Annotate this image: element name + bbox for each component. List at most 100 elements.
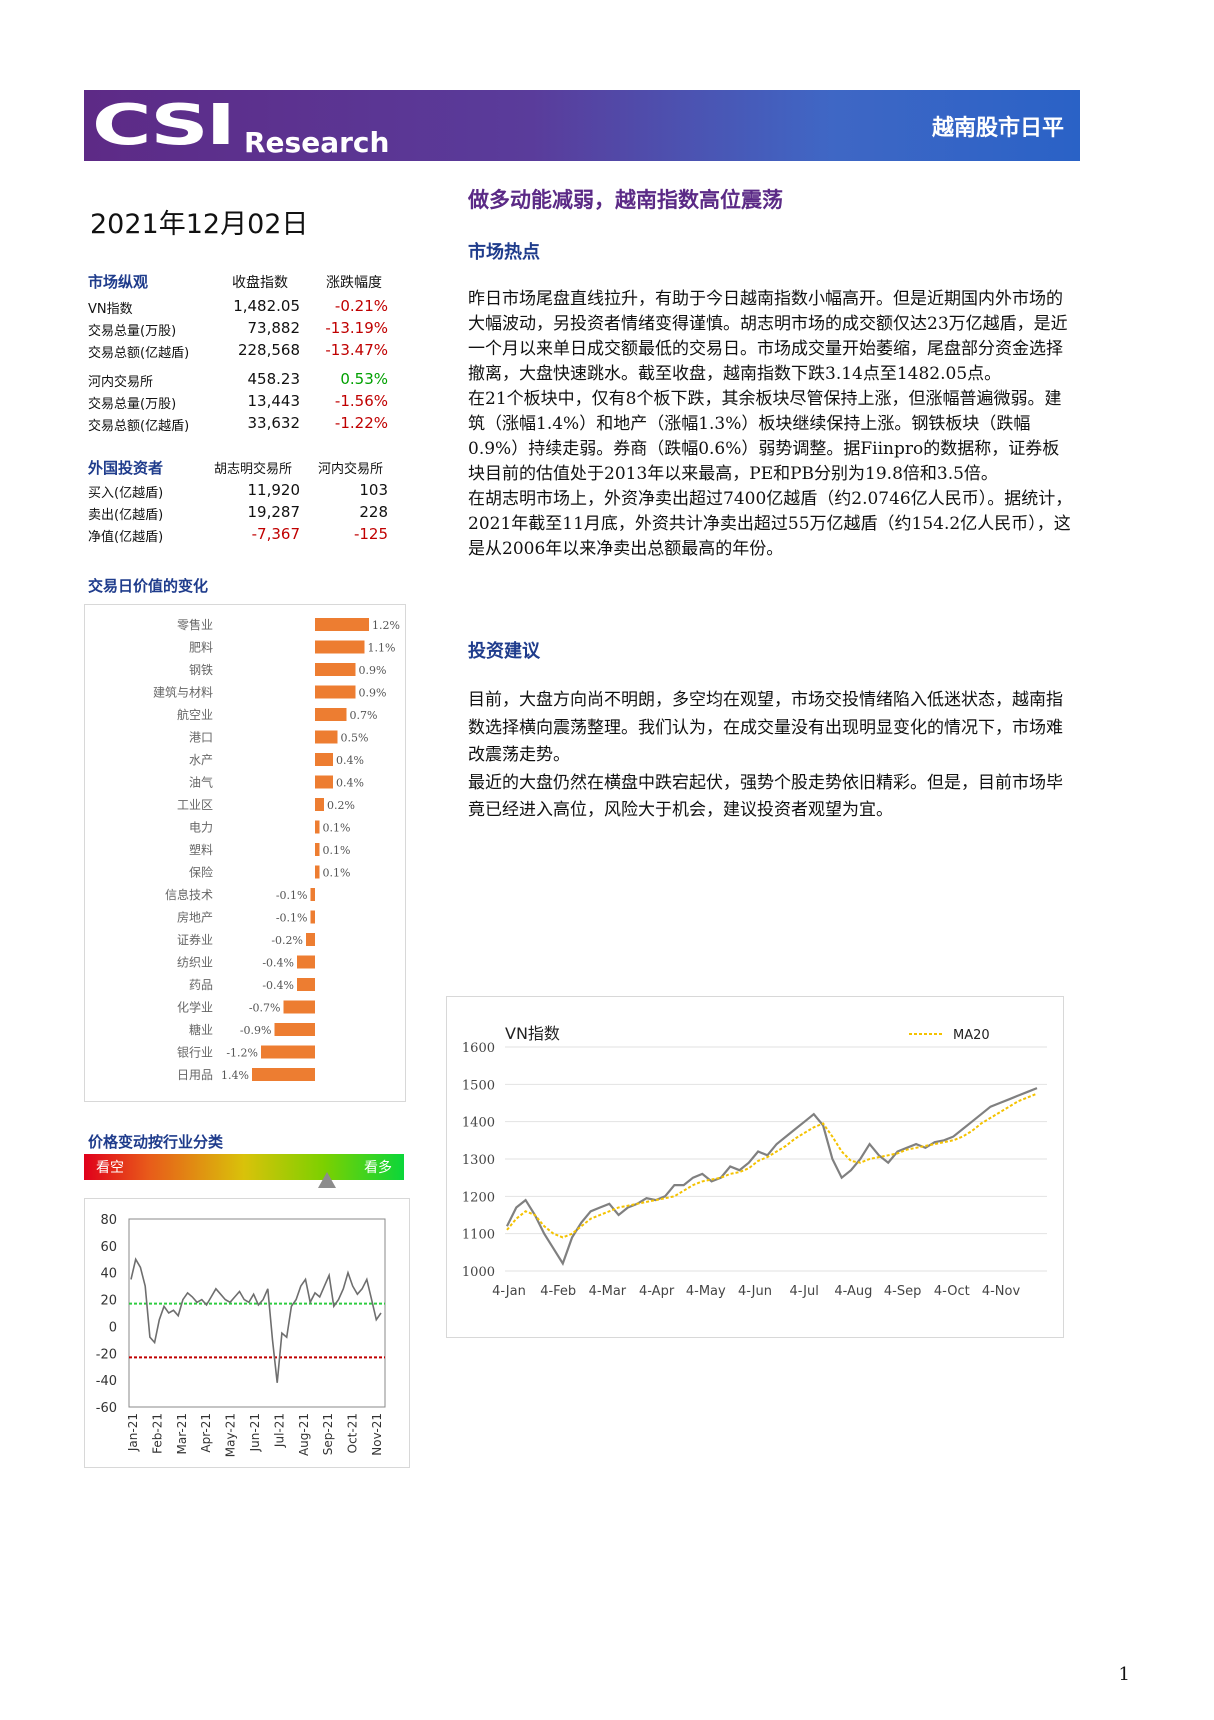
y-tick: 0 [109, 1320, 117, 1335]
sector-value-label: -0.1% [276, 912, 308, 925]
csi-logo: CSI [92, 93, 236, 158]
advice-paragraphs: 目前，大盘方向尚不明朗，多空均在观望，市场交投情绪陷入低迷状态，越南指数选择横向… [468, 687, 1074, 825]
sector-bar [261, 1045, 315, 1059]
y-tick: -60 [96, 1401, 117, 1416]
sector-bar [252, 1068, 315, 1081]
x-tick: Mar-21 [175, 1413, 189, 1454]
row-change: -13.19% [325, 319, 388, 337]
hot-paragraphs: 昨日市场尾盘直线拉升，有助于今日越南指数小幅高开。但是近期国内外市场的大幅波动，… [468, 287, 1074, 562]
col-hcm-header: 胡志明交易所 [214, 462, 293, 477]
hot-paragraph: 昨日市场尾盘直线拉升，有助于今日越南指数小幅高开。但是近期国内外市场的大幅波动，… [468, 289, 1068, 384]
y-tick: 60 [100, 1240, 117, 1255]
sector-value-label: 0.1% [323, 867, 351, 880]
row-value: 73,882 [247, 319, 301, 337]
sector-value-label: 0.9% [359, 687, 387, 700]
foreign-row-label: 卖出(亿越盾) [88, 508, 164, 523]
sector-bar [315, 820, 320, 834]
vn-chart-title: VN指数 [505, 1024, 560, 1043]
row-label: VN指数 [88, 302, 133, 317]
y-tick: 1300 [462, 1153, 495, 1168]
row-change: 0.53% [340, 370, 388, 388]
x-tick: 4-Nov [982, 1284, 1021, 1299]
row-label: 交易总量(万股) [88, 397, 177, 412]
row-change: -0.21% [334, 297, 388, 315]
sector-value-label: 0.2% [327, 799, 355, 812]
x-tick: May-21 [224, 1413, 238, 1457]
sector-label: 电力 [189, 821, 213, 835]
sector-bar [315, 775, 333, 789]
market-overview-title: 市场纵观 [88, 273, 149, 291]
sector-label: 证券业 [177, 932, 213, 947]
breadth-chart-box: 80 60 40 20 0 -20 -40 -60 Jan-21 Feb-21 Mar-21 Apr-… [84, 1198, 410, 1468]
sector-change-chart: 零售业 1.2% 肥料 1.1% 钢铁 0.9% 建筑与材料 0.9% 航空业 0.7% 港口 0.5… [153, 617, 400, 1082]
x-tick: Jan-21 [126, 1413, 140, 1452]
x-tick: 4-Aug [834, 1284, 872, 1299]
sector-label: 建筑与材料 [153, 685, 213, 700]
sector-bar [315, 843, 320, 856]
sector-value-label: 1.2% [372, 619, 400, 632]
row-label: 河内交易所 [88, 375, 154, 390]
sector-bar [310, 888, 315, 901]
foreign-hcm-value: 19,287 [247, 503, 301, 521]
x-tick: 4-Apr [639, 1284, 675, 1299]
row-value: 228,568 [237, 341, 300, 359]
foreign-hn-value: 103 [359, 481, 388, 499]
sector-label: 油气 [189, 775, 213, 790]
y-tick: -40 [96, 1374, 117, 1389]
x-tick: 4-Mar [589, 1284, 627, 1299]
row-change: -1.56% [334, 392, 388, 410]
row-label: 交易总额(亿越盾) [88, 419, 190, 434]
advice-paragraph: 最近的大盘仍然在横盘中跌宕起伏，强势个股走势依旧精彩。但是，目前市场毕竟已经进入… [468, 772, 1063, 821]
breadth-line-chart: 80 60 40 20 0 -20 -40 -60 Jan-21 Feb-21 Mar-21 Apr-… [96, 1213, 386, 1457]
advice-paragraph: 目前，大盘方向尚不明朗，多空均在观望，市场交投情绪陷入低迷状态，越南指数选择横向… [468, 690, 1063, 765]
sector-bar [315, 685, 356, 699]
report-title: 越南股市日平 [931, 116, 1064, 141]
sector-bar [297, 955, 315, 969]
row-change: -13.47% [325, 341, 388, 359]
sector-value-label: -0.9% [240, 1024, 272, 1037]
x-tick: Sep-21 [321, 1413, 335, 1455]
row-value: 1,482.05 [233, 297, 300, 315]
x-tick: Aug-21 [297, 1413, 311, 1456]
x-tick: 4-Feb [540, 1284, 576, 1299]
foreign-hn-value: 228 [359, 503, 388, 521]
sector-bar [297, 978, 315, 991]
page-number: 1 [1118, 1664, 1130, 1685]
row-label: 交易总量(万股) [88, 324, 177, 339]
x-tick: 4-May [686, 1284, 726, 1299]
sector-bar [315, 753, 333, 766]
headline: 做多动能减弱，越南指数高位震荡 [468, 188, 783, 212]
sector-bar [315, 618, 369, 631]
row-label: 交易总额(亿越盾) [88, 346, 190, 361]
x-tick: Feb-21 [150, 1413, 164, 1454]
sector-label: 塑料 [189, 842, 213, 857]
sector-bar [315, 708, 347, 721]
hot-section-title: 市场热点 [468, 242, 540, 263]
sector-chart-title: 交易日价值的变化 [88, 577, 209, 595]
sector-label: 保险 [189, 865, 213, 880]
sector-value-label: -0.4% [262, 979, 294, 992]
advice-section-title: 投资建议 [468, 641, 540, 662]
hot-paragraph: 在21个板块中，仅有8个板下跌，其余板块尽管保持上涨，但涨幅普遍微弱。建筑（涨幅… [468, 389, 1062, 484]
gauge-pointer-icon [318, 1172, 336, 1188]
y-tick: 80 [100, 1213, 117, 1228]
sector-label: 药品 [189, 978, 213, 992]
row-value: 13,443 [247, 392, 301, 410]
header-banner: CSI Research 越南股市日平 [84, 90, 1080, 161]
gauge-bear-label: 看空 [96, 1160, 124, 1176]
sector-bar [315, 663, 356, 676]
sector-value-label: -0.1% [276, 889, 308, 902]
x-tick: 4-Jun [738, 1284, 772, 1299]
x-tick: 4-Jul [790, 1284, 819, 1299]
sector-bar [283, 1000, 315, 1014]
y-tick: 1200 [462, 1190, 495, 1205]
sentiment-gauge: 看空 看多 [84, 1154, 404, 1180]
sector-value-label: -0.4% [262, 957, 294, 970]
x-tick: 4-Sep [884, 1284, 921, 1299]
y-tick: 1500 [462, 1078, 495, 1093]
sector-bar [315, 640, 365, 654]
row-value: 33,632 [247, 414, 301, 432]
x-tick: Apr-21 [199, 1413, 213, 1453]
sector-label: 房地产 [177, 910, 213, 925]
sector-value-label: 0.1% [323, 844, 351, 857]
